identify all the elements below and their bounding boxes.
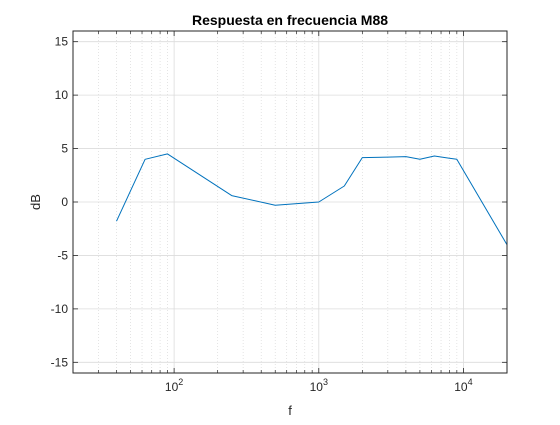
x-axis-label: f bbox=[288, 403, 292, 418]
x-tick-label: 103 bbox=[310, 377, 328, 394]
chart-title: Respuesta en frecuencia M88 bbox=[192, 12, 388, 28]
series-line bbox=[116, 153, 508, 246]
y-tick-label: -5 bbox=[57, 248, 68, 262]
y-tick-label: -15 bbox=[51, 355, 69, 369]
y-tick-label: 0 bbox=[61, 195, 68, 209]
y-axis-label: dB bbox=[28, 194, 43, 210]
y-tick-label: 10 bbox=[55, 88, 69, 102]
x-tick-label: 102 bbox=[165, 377, 183, 394]
series-layer bbox=[116, 153, 508, 246]
y-tick-label: 15 bbox=[55, 35, 69, 49]
y-tick-label: -10 bbox=[51, 302, 69, 316]
ticks bbox=[73, 31, 507, 373]
y-tick-label: 5 bbox=[61, 142, 68, 156]
x-tick-label: 104 bbox=[454, 377, 472, 394]
tick-labels: 102 103 104 15 10 5 0 -5 -10 -15 bbox=[51, 35, 473, 394]
